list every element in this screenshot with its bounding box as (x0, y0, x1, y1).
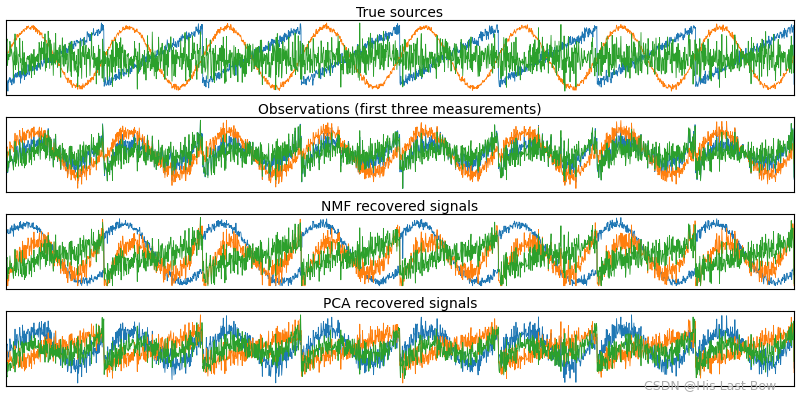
Title: NMF recovered signals: NMF recovered signals (322, 200, 478, 214)
Title: Observations (first three measurements): Observations (first three measurements) (258, 103, 542, 117)
Title: PCA recovered signals: PCA recovered signals (323, 298, 477, 312)
Title: True sources: True sources (357, 6, 443, 20)
Text: CSDN @His Last Bow: CSDN @His Last Bow (644, 379, 776, 392)
